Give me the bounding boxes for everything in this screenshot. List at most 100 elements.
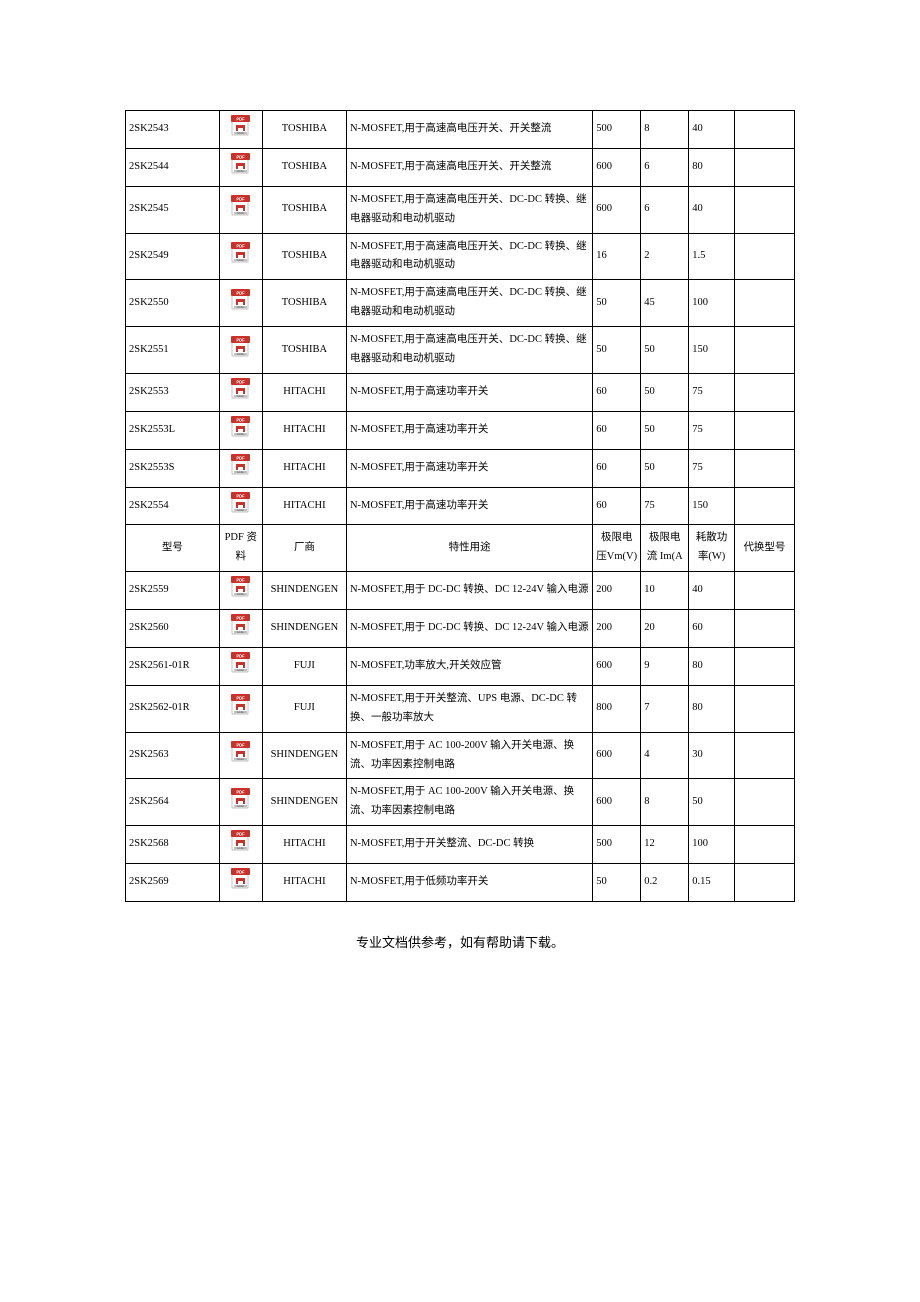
cell-desc: N-MOSFET,用于 AC 100-200V 输入开关电源、换流、功率因素控制… bbox=[346, 779, 592, 826]
cell-p: 40 bbox=[689, 572, 735, 610]
svg-text:PDF: PDF bbox=[237, 654, 246, 659]
svg-text:PDF: PDF bbox=[237, 197, 246, 202]
cell-model: 2SK2543 bbox=[126, 111, 220, 149]
cell-i: 9 bbox=[641, 648, 689, 686]
pdf-icon[interactable]: PDFAdobe bbox=[231, 378, 250, 399]
cell-pdf: PDFAdobe bbox=[219, 233, 262, 280]
pdf-icon[interactable]: PDFAdobe bbox=[231, 788, 250, 809]
cell-v: 60 bbox=[593, 373, 641, 411]
pdf-icon[interactable]: PDFAdobe bbox=[231, 576, 250, 597]
pdf-icon[interactable]: PDFAdobe bbox=[231, 336, 250, 357]
svg-text:PDF: PDF bbox=[237, 417, 246, 422]
pdf-icon[interactable]: PDFAdobe bbox=[231, 416, 250, 437]
cell-model: 2SK2563 bbox=[126, 732, 220, 779]
cell-vendor: FUJI bbox=[262, 685, 346, 732]
pdf-icon[interactable]: PDFAdobe bbox=[231, 242, 250, 263]
svg-text:PDF: PDF bbox=[237, 832, 246, 837]
pdf-icon[interactable]: PDFAdobe bbox=[231, 454, 250, 475]
cell-sub bbox=[734, 111, 794, 149]
cell-vendor: TOSHIBA bbox=[262, 280, 346, 327]
svg-text:Adobe: Adobe bbox=[237, 508, 245, 511]
header-p: 耗散功率(W) bbox=[689, 525, 735, 572]
cell-pdf: PDFAdobe bbox=[219, 610, 262, 648]
table-row: 2SK2549PDFAdobeTOSHIBAN-MOSFET,用于高速高电压开关… bbox=[126, 233, 795, 280]
pdf-icon[interactable]: PDFAdobe bbox=[231, 652, 250, 673]
cell-v: 60 bbox=[593, 411, 641, 449]
header-desc: 特性用途 bbox=[346, 525, 592, 572]
cell-model: 2SK2545 bbox=[126, 186, 220, 233]
cell-vendor: TOSHIBA bbox=[262, 186, 346, 233]
svg-text:Adobe: Adobe bbox=[237, 805, 245, 808]
cell-sub bbox=[734, 648, 794, 686]
cell-vendor: TOSHIBA bbox=[262, 327, 346, 374]
cell-i: 75 bbox=[641, 487, 689, 525]
pdf-icon[interactable]: PDFAdobe bbox=[231, 289, 250, 310]
table-row: 2SK2559PDFAdobeSHINDENGENN-MOSFET,用于 DC-… bbox=[126, 572, 795, 610]
cell-p: 100 bbox=[689, 280, 735, 327]
cell-v: 600 bbox=[593, 779, 641, 826]
pdf-icon[interactable]: PDFAdobe bbox=[231, 153, 250, 174]
cell-vendor: HITACHI bbox=[262, 373, 346, 411]
cell-p: 40 bbox=[689, 111, 735, 149]
cell-v: 600 bbox=[593, 186, 641, 233]
cell-v: 200 bbox=[593, 610, 641, 648]
cell-model: 2SK2551 bbox=[126, 327, 220, 374]
cell-desc: N-MOSFET,用于高速高电压开关、DC-DC 转换、继电器驱动和电动机驱动 bbox=[346, 327, 592, 374]
cell-pdf: PDFAdobe bbox=[219, 779, 262, 826]
cell-sub bbox=[734, 327, 794, 374]
cell-i: 7 bbox=[641, 685, 689, 732]
cell-p: 150 bbox=[689, 487, 735, 525]
cell-v: 200 bbox=[593, 572, 641, 610]
pdf-icon[interactable]: PDFAdobe bbox=[231, 694, 250, 715]
cell-p: 80 bbox=[689, 648, 735, 686]
cell-sub bbox=[734, 233, 794, 280]
svg-text:Adobe: Adobe bbox=[237, 885, 245, 888]
cell-model: 2SK2554 bbox=[126, 487, 220, 525]
cell-sub bbox=[734, 864, 794, 902]
cell-v: 800 bbox=[593, 685, 641, 732]
cell-desc: N-MOSFET,用于高速高电压开关、开关整流 bbox=[346, 111, 592, 149]
svg-text:PDF: PDF bbox=[237, 337, 246, 342]
cell-pdf: PDFAdobe bbox=[219, 685, 262, 732]
cell-pdf: PDFAdobe bbox=[219, 826, 262, 864]
cell-p: 30 bbox=[689, 732, 735, 779]
cell-desc: N-MOSFET,用于高速高电压开关、DC-DC 转换、继电器驱动和电动机驱动 bbox=[346, 233, 592, 280]
svg-text:Adobe: Adobe bbox=[237, 758, 245, 761]
cell-i: 8 bbox=[641, 111, 689, 149]
pdf-icon[interactable]: PDFAdobe bbox=[231, 492, 250, 513]
cell-v: 50 bbox=[593, 864, 641, 902]
cell-vendor: HITACHI bbox=[262, 449, 346, 487]
cell-i: 50 bbox=[641, 449, 689, 487]
table-row: 2SK2563PDFAdobeSHINDENGENN-MOSFET,用于 AC … bbox=[126, 732, 795, 779]
cell-model: 2SK2553 bbox=[126, 373, 220, 411]
table-row: 2SK2554PDFAdobeHITACHIN-MOSFET,用于高速功率开关6… bbox=[126, 487, 795, 525]
cell-pdf: PDFAdobe bbox=[219, 449, 262, 487]
svg-text:Adobe: Adobe bbox=[237, 470, 245, 473]
cell-v: 600 bbox=[593, 732, 641, 779]
cell-model: 2SK2562-01R bbox=[126, 685, 220, 732]
table-row: 2SK2568PDFAdobeHITACHIN-MOSFET,用于开关整流、DC… bbox=[126, 826, 795, 864]
pdf-icon[interactable]: PDFAdobe bbox=[231, 195, 250, 216]
cell-sub bbox=[734, 732, 794, 779]
header-i: 极限电流 Im(A bbox=[641, 525, 689, 572]
pdf-icon[interactable]: PDFAdobe bbox=[231, 741, 250, 762]
cell-p: 75 bbox=[689, 411, 735, 449]
svg-text:Adobe: Adobe bbox=[237, 631, 245, 634]
cell-sub bbox=[734, 685, 794, 732]
pdf-icon[interactable]: PDFAdobe bbox=[231, 614, 250, 635]
header-model: 型号 bbox=[126, 525, 220, 572]
cell-pdf: PDFAdobe bbox=[219, 186, 262, 233]
pdf-icon[interactable]: PDFAdobe bbox=[231, 868, 250, 889]
cell-pdf: PDFAdobe bbox=[219, 732, 262, 779]
cell-sub bbox=[734, 186, 794, 233]
pdf-icon[interactable]: PDFAdobe bbox=[231, 115, 250, 136]
pdf-icon[interactable]: PDFAdobe bbox=[231, 830, 250, 851]
cell-sub bbox=[734, 487, 794, 525]
cell-model: 2SK2550 bbox=[126, 280, 220, 327]
cell-model: 2SK2569 bbox=[126, 864, 220, 902]
svg-text:PDF: PDF bbox=[237, 154, 246, 159]
cell-p: 1.5 bbox=[689, 233, 735, 280]
svg-text:Adobe: Adobe bbox=[237, 306, 245, 309]
cell-v: 500 bbox=[593, 111, 641, 149]
cell-pdf: PDFAdobe bbox=[219, 373, 262, 411]
